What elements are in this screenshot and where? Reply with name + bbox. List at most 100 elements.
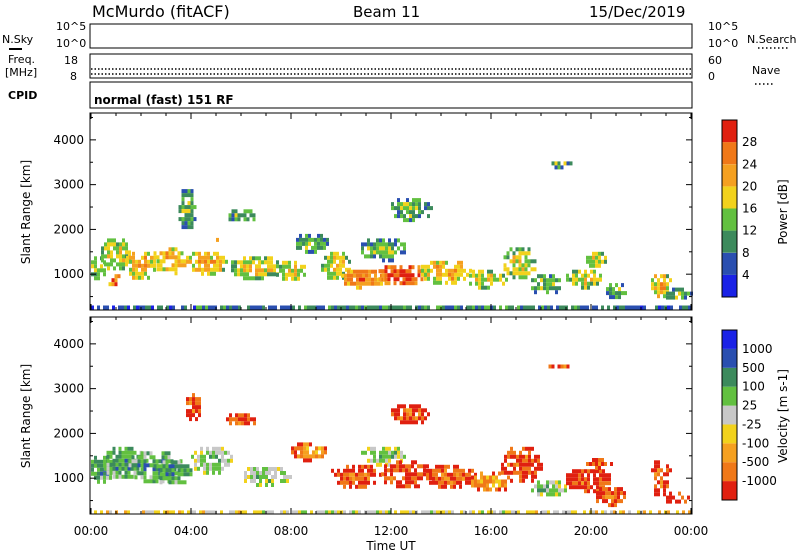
power-cell (305, 241, 308, 246)
velocity-cell (195, 401, 198, 406)
power-cell (506, 271, 510, 276)
velocity-cell (619, 510, 622, 515)
velocity-cell (128, 463, 132, 468)
power-cell (678, 287, 681, 292)
velocity-cell (436, 510, 439, 515)
velocity-cell (142, 510, 145, 515)
velocity-cell (525, 466, 528, 471)
power-cell (524, 263, 528, 268)
power-cell (589, 255, 592, 260)
velocity-cell (502, 510, 505, 515)
velocity-cell (599, 487, 602, 492)
velocity-cell (271, 475, 274, 479)
power-cell (187, 217, 191, 222)
power-cell (427, 276, 430, 281)
velocity-cell (462, 472, 465, 477)
power-cell (400, 214, 403, 219)
power-cell (405, 269, 409, 274)
velocity-cell (171, 464, 175, 469)
power-cell (181, 225, 185, 230)
velocity-cell (203, 458, 206, 463)
velocity-cell (94, 463, 97, 468)
power-cell (499, 305, 502, 310)
power-cell (478, 305, 481, 310)
power-cell (232, 305, 235, 310)
power-cell (106, 305, 109, 310)
power-cell (108, 282, 112, 287)
velocity-cell (525, 470, 528, 475)
power-cell (353, 269, 356, 274)
power-cell (122, 246, 125, 251)
velocity-cell (569, 477, 572, 482)
power-cell (190, 205, 194, 210)
power-cell (660, 286, 663, 291)
velocity-cell (91, 471, 94, 476)
power-cell (104, 262, 107, 267)
velocity-cell (421, 510, 424, 515)
power-cell (524, 271, 528, 276)
velocity-cell (106, 450, 110, 455)
colorbar-segment (722, 186, 737, 209)
velocity-cell (592, 458, 595, 462)
power-cell (599, 277, 602, 282)
power-cell (472, 269, 475, 274)
velocity-cell (103, 471, 106, 476)
power-cell (402, 273, 406, 278)
velocity-cell (124, 510, 127, 515)
velocity-cell (507, 470, 510, 475)
velocity-cell (367, 472, 370, 477)
velocity-cell (146, 451, 150, 456)
velocity-cell (453, 476, 456, 481)
power-cell (364, 254, 367, 259)
velocity-cell (572, 485, 575, 490)
power-cell (193, 217, 197, 222)
velocity-cell (265, 467, 268, 471)
power-cell (165, 251, 169, 256)
x-tick-label: 08:00 (274, 524, 309, 538)
velocity-cell (168, 476, 172, 481)
velocity-cell (127, 470, 131, 475)
power-cell (521, 251, 525, 256)
velocity-cell (385, 454, 388, 459)
velocity-cell (364, 472, 367, 477)
velocity-cell (412, 510, 415, 515)
velocity-cell (414, 460, 417, 465)
power-cell (327, 267, 330, 272)
velocity-cell (587, 473, 590, 478)
power-cell (347, 269, 350, 274)
colorbar-tick-label: 20 (742, 179, 757, 193)
velocity-cell (403, 416, 406, 421)
power-cell (421, 305, 424, 310)
velocity-cell (614, 503, 617, 508)
velocity-cell (367, 446, 370, 451)
power-cell (367, 242, 370, 247)
velocity-cell (546, 488, 549, 493)
velocity-cell (592, 462, 595, 466)
power-cell (388, 258, 391, 263)
velocity-cell (179, 459, 183, 464)
velocity-cell (180, 468, 184, 473)
velocity-cell (417, 476, 420, 481)
colorbar-frame (721, 119, 738, 298)
velocity-cell (149, 463, 153, 468)
velocity-cell (280, 479, 283, 483)
velocity-cell (666, 495, 669, 500)
velocity-cell (424, 408, 427, 413)
velocity-cell (480, 483, 483, 488)
velocity-cell (143, 479, 147, 484)
power-cell (379, 242, 382, 247)
velocity-cell (224, 458, 227, 463)
y-tick-label: 3000 (53, 178, 84, 192)
x-tick-label: 20:00 (574, 524, 609, 538)
power-cell (359, 281, 362, 286)
velocity-cell (256, 475, 259, 479)
velocity-cell (593, 489, 596, 494)
power-cell (451, 276, 454, 281)
power-cell (138, 271, 141, 276)
power-cell (258, 268, 261, 273)
velocity-cell (396, 468, 399, 473)
velocity-cell (403, 420, 406, 425)
velocity-cell (131, 459, 135, 464)
power-cell (390, 269, 394, 274)
power-cell (475, 305, 478, 310)
